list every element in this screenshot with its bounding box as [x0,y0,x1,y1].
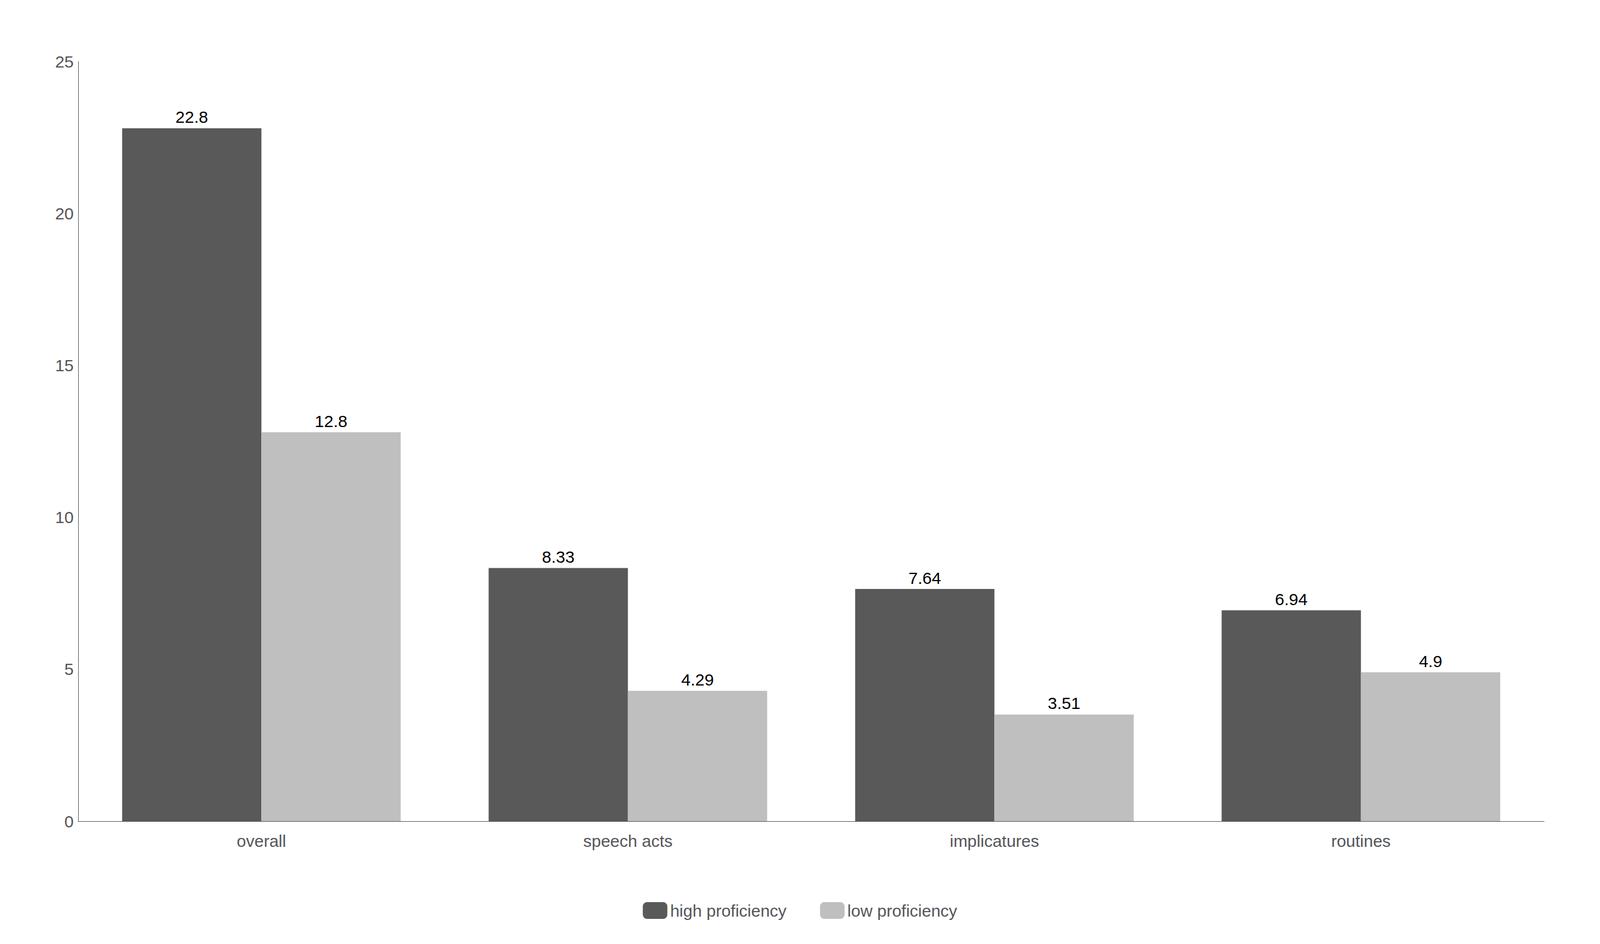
svg-text:6.94: 6.94 [1275,590,1308,609]
svg-text:low proficiency: low proficiency [847,901,958,921]
svg-text:12.8: 12.8 [314,412,348,431]
svg-text:25: 25 [55,52,74,71]
svg-text:7.64: 7.64 [908,568,941,588]
svg-text:implicatures: implicatures [949,831,1039,851]
svg-text:22.8: 22.8 [175,107,208,127]
svg-text:high proficiency: high proficiency [669,901,787,921]
svg-text:4.9: 4.9 [1419,652,1443,671]
svg-text:15: 15 [55,356,74,375]
svg-text:10: 10 [55,508,74,527]
svg-text:speech acts: speech acts [583,831,673,851]
svg-text:5: 5 [64,659,74,679]
svg-text:8.33: 8.33 [542,547,575,567]
svg-text:4.29: 4.29 [681,670,714,689]
svg-text:0: 0 [64,812,74,831]
svg-text:overall: overall [236,831,286,851]
svg-text:3.51: 3.51 [1047,693,1081,713]
svg-text:20: 20 [55,204,74,223]
svg-text:routines: routines [1330,831,1391,851]
